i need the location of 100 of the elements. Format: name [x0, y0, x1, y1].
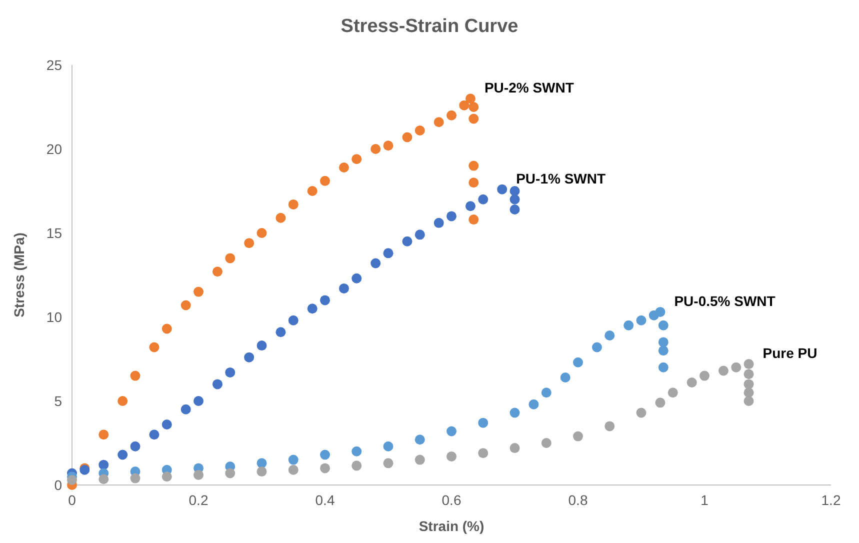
point — [98, 474, 109, 484]
point — [624, 320, 634, 330]
point — [465, 201, 476, 212]
point — [307, 186, 318, 196]
point — [256, 228, 267, 238]
point — [658, 337, 668, 348]
point — [276, 212, 286, 223]
point — [744, 388, 754, 398]
point — [560, 372, 570, 382]
point — [212, 266, 222, 277]
point — [307, 304, 318, 314]
point — [118, 450, 128, 460]
point — [194, 396, 204, 406]
y-axis-title: Stress (MPa) — [11, 232, 27, 318]
point — [352, 154, 362, 164]
y-tick-label: 0 — [54, 477, 62, 493]
point — [320, 463, 330, 474]
point — [130, 370, 140, 381]
y-tick-label: 10 — [46, 309, 62, 325]
point — [383, 248, 394, 258]
point — [383, 441, 394, 452]
point — [446, 110, 456, 120]
point — [194, 470, 204, 480]
point — [162, 324, 172, 334]
point — [573, 357, 583, 368]
point — [658, 346, 668, 356]
point — [658, 362, 668, 372]
point — [468, 102, 479, 112]
point — [194, 286, 204, 297]
x-tick-label: 0 — [68, 492, 76, 508]
point — [352, 273, 362, 284]
point — [468, 178, 479, 188]
point — [468, 114, 479, 124]
series-label: PU-2% SWNT — [484, 80, 574, 96]
point — [497, 184, 508, 194]
y-tick-label: 5 — [54, 393, 62, 409]
point — [288, 199, 298, 210]
point — [668, 388, 678, 398]
x-tick-label: 0.8 — [568, 492, 588, 508]
point — [338, 162, 349, 172]
point — [459, 100, 470, 110]
point — [402, 132, 412, 142]
point — [244, 352, 254, 362]
point — [338, 283, 349, 294]
point — [434, 117, 444, 128]
point — [744, 359, 754, 370]
point — [162, 420, 172, 430]
point — [468, 214, 479, 225]
x-axis-title: Strain (%) — [418, 518, 484, 534]
x-tick-label: 0.2 — [188, 492, 208, 508]
point — [67, 474, 77, 485]
point — [130, 441, 140, 452]
point — [244, 238, 254, 248]
point — [510, 408, 520, 418]
point — [98, 460, 109, 470]
point — [414, 434, 425, 445]
point — [288, 464, 298, 475]
point — [130, 473, 140, 484]
point — [370, 144, 381, 154]
series-label: PU-0.5% SWNT — [674, 292, 776, 309]
point — [383, 458, 394, 468]
point — [700, 370, 710, 381]
point — [528, 399, 539, 410]
point — [414, 454, 425, 465]
point — [744, 379, 754, 390]
point — [180, 404, 191, 414]
point — [604, 330, 615, 340]
point — [256, 466, 267, 477]
point — [510, 186, 520, 196]
point — [225, 253, 236, 264]
point — [352, 446, 362, 456]
x-tick-label: 0.6 — [442, 492, 462, 508]
point — [225, 367, 236, 378]
series-label: PU-1% SWNT — [516, 170, 606, 186]
x-tick-label: 0.4 — [315, 492, 335, 508]
point — [731, 362, 742, 372]
point — [510, 443, 520, 454]
point — [478, 418, 488, 428]
point — [446, 211, 456, 222]
point — [149, 342, 160, 352]
point — [212, 379, 222, 390]
point — [636, 315, 646, 326]
point — [541, 388, 552, 398]
point — [288, 315, 298, 326]
point — [180, 300, 191, 310]
point — [510, 194, 520, 204]
point — [352, 460, 362, 471]
point — [655, 398, 666, 408]
x-tick-label: 1 — [700, 492, 709, 508]
point — [256, 458, 267, 468]
series-label: Pure PU — [762, 345, 818, 362]
chart-title: Stress-Strain Curve — [340, 16, 518, 37]
point — [256, 340, 267, 351]
point — [370, 258, 381, 268]
point — [320, 295, 330, 306]
point — [478, 194, 488, 204]
point — [718, 366, 728, 376]
x-tick-label: 1.2 — [821, 492, 841, 508]
point — [573, 431, 583, 442]
point — [744, 369, 754, 380]
